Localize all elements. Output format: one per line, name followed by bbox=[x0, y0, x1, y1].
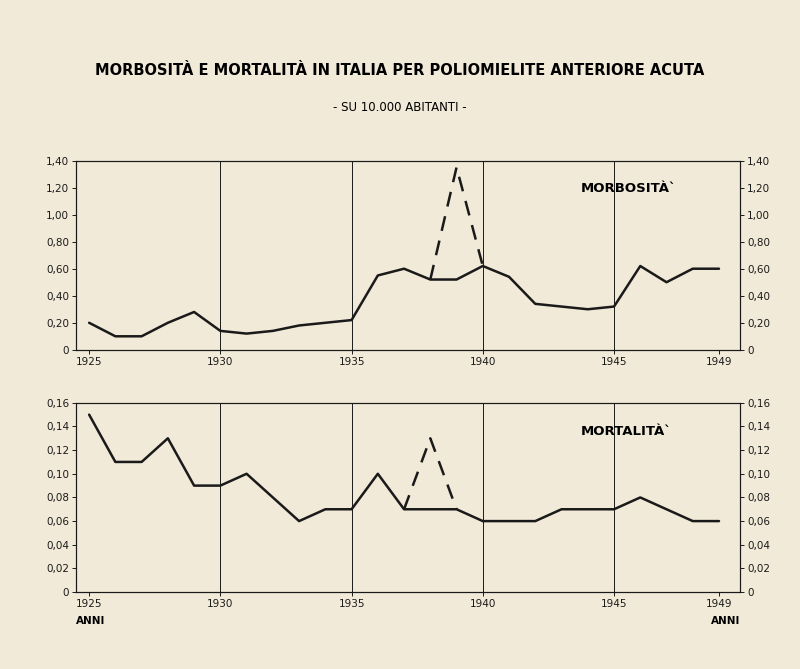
Text: ANNI: ANNI bbox=[710, 616, 740, 626]
Text: ANNI: ANNI bbox=[76, 616, 106, 626]
Text: - SU 10.000 ABITANTI -: - SU 10.000 ABITANTI - bbox=[333, 100, 467, 114]
Text: MORBOSITÀ E MORTALITÀ IN ITALIA PER POLIOMIELITE ANTERIORE ACUTA: MORBOSITÀ E MORTALITÀ IN ITALIA PER POLI… bbox=[95, 63, 705, 78]
Text: MORTALITÀ`: MORTALITÀ` bbox=[581, 425, 671, 438]
Text: MORBOSITÀ`: MORBOSITÀ` bbox=[581, 183, 676, 195]
